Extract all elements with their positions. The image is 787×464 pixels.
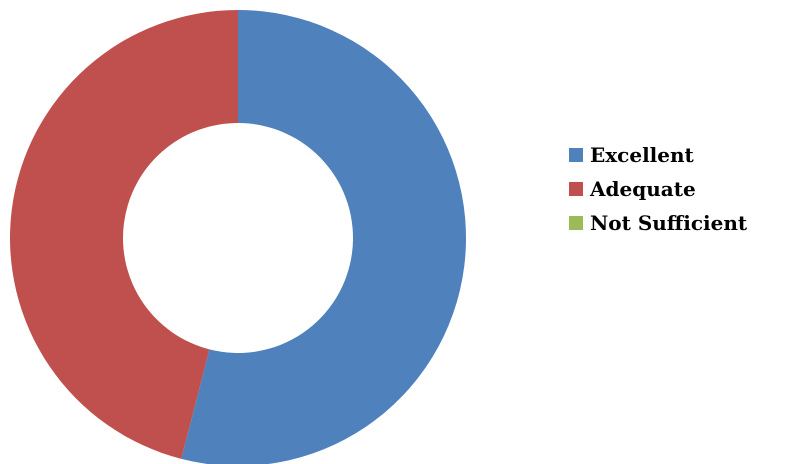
legend-label-not-sufficient: Not Sufficient	[590, 211, 748, 235]
legend-item-not-sufficient: Not Sufficient	[569, 213, 784, 233]
legend-swatch-not-sufficient	[569, 216, 583, 230]
chart-legend: Excellent Adequate Not Sufficient	[569, 145, 784, 247]
slice-excellent	[181, 10, 466, 464]
legend-label-excellent: Excellent	[590, 143, 694, 167]
legend-item-adequate: Adequate	[569, 179, 784, 199]
legend-swatch-excellent	[569, 148, 583, 162]
legend-swatch-adequate	[569, 182, 583, 196]
legend-item-excellent: Excellent	[569, 145, 784, 165]
donut-slices	[9, 10, 466, 464]
legend-label-adequate: Adequate	[590, 177, 696, 201]
slice-adequate	[9, 10, 239, 459]
